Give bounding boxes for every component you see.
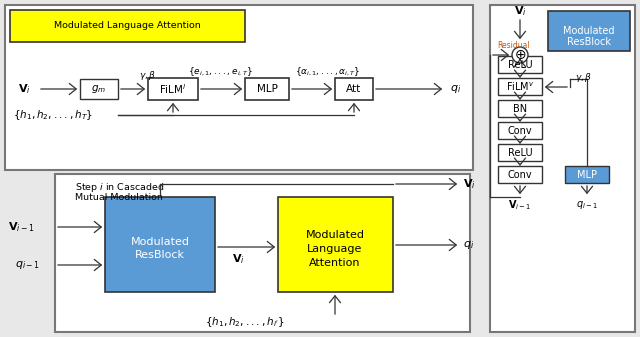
Text: $\mathbf{V}_{i-1}$: $\mathbf{V}_{i-1}$ xyxy=(508,198,532,212)
Text: Conv: Conv xyxy=(508,126,532,136)
Text: $\{\alpha_{i,1},...,\alpha_{i,T}\}$: $\{\alpha_{i,1},...,\alpha_{i,T}\}$ xyxy=(295,66,361,78)
Text: $\mathbf{V}_i$: $\mathbf{V}_i$ xyxy=(463,177,476,191)
Bar xyxy=(80,79,118,99)
Bar xyxy=(498,100,542,117)
Text: BN: BN xyxy=(513,104,527,114)
Text: Mutual Modulation: Mutual Modulation xyxy=(75,192,163,202)
Text: FiLM$^l$: FiLM$^l$ xyxy=(159,82,187,96)
Text: $\oplus$: $\oplus$ xyxy=(514,48,526,62)
Text: ResBlock: ResBlock xyxy=(567,37,611,47)
Text: Step $i$ in Cascaded: Step $i$ in Cascaded xyxy=(75,181,164,193)
Text: $\gamma, \beta$: $\gamma, \beta$ xyxy=(140,69,157,83)
Text: Attention: Attention xyxy=(309,258,361,268)
Text: $q_i$: $q_i$ xyxy=(463,239,474,251)
Bar xyxy=(498,78,542,95)
Bar xyxy=(498,144,542,161)
Bar xyxy=(105,197,215,292)
Text: FiLM$^v$: FiLM$^v$ xyxy=(506,81,534,93)
Bar xyxy=(55,174,470,332)
Bar xyxy=(498,166,542,183)
Bar xyxy=(10,10,245,42)
Bar xyxy=(565,166,609,183)
Text: Language: Language xyxy=(307,244,363,254)
Text: MLP: MLP xyxy=(577,170,597,180)
Text: Modulated Language Attention: Modulated Language Attention xyxy=(54,22,200,31)
Bar xyxy=(245,78,289,100)
Text: MLP: MLP xyxy=(257,84,277,94)
Bar xyxy=(498,56,542,73)
Text: Residual: Residual xyxy=(497,41,530,51)
Text: ReLU: ReLU xyxy=(508,60,532,70)
Bar xyxy=(148,78,198,100)
Text: ResBlock: ResBlock xyxy=(135,250,185,260)
Text: $\mathbf{V}_i$: $\mathbf{V}_i$ xyxy=(18,82,31,96)
Text: Modulated: Modulated xyxy=(305,230,365,240)
Bar xyxy=(548,11,630,51)
Bar xyxy=(498,122,542,139)
Text: $q_{i-1}$: $q_{i-1}$ xyxy=(15,259,40,271)
Circle shape xyxy=(512,47,528,63)
Text: $\mathbf{V}_i$: $\mathbf{V}_i$ xyxy=(232,252,245,266)
Text: $\{e_{i,1},...,e_{i,T}\}$: $\{e_{i,1},...,e_{i,T}\}$ xyxy=(188,66,252,78)
Text: $q_{i-1}$: $q_{i-1}$ xyxy=(576,199,598,211)
Text: Modulated: Modulated xyxy=(131,237,189,247)
Text: ReLU: ReLU xyxy=(508,148,532,158)
Bar xyxy=(335,78,373,100)
Text: $\mathbf{V}_{i-1}$: $\mathbf{V}_{i-1}$ xyxy=(8,220,35,234)
Text: $\{h_1, h_2,..., h_{i'}\}$: $\{h_1, h_2,..., h_{i'}\}$ xyxy=(205,315,285,329)
Text: Modulated: Modulated xyxy=(563,26,615,36)
Bar xyxy=(278,197,393,292)
Text: $\{h_1, h_2,...,h_T\}$: $\{h_1, h_2,...,h_T\}$ xyxy=(13,108,93,122)
Text: Conv: Conv xyxy=(508,170,532,180)
Text: $q_i$: $q_i$ xyxy=(450,83,461,95)
Text: $g_m$: $g_m$ xyxy=(92,83,107,95)
Text: Att: Att xyxy=(346,84,362,94)
Text: $\mathbf{V}_i$: $\mathbf{V}_i$ xyxy=(513,4,527,18)
Text: $\gamma, \beta$: $\gamma, \beta$ xyxy=(575,70,593,84)
Bar xyxy=(490,5,635,332)
Bar xyxy=(5,5,473,170)
